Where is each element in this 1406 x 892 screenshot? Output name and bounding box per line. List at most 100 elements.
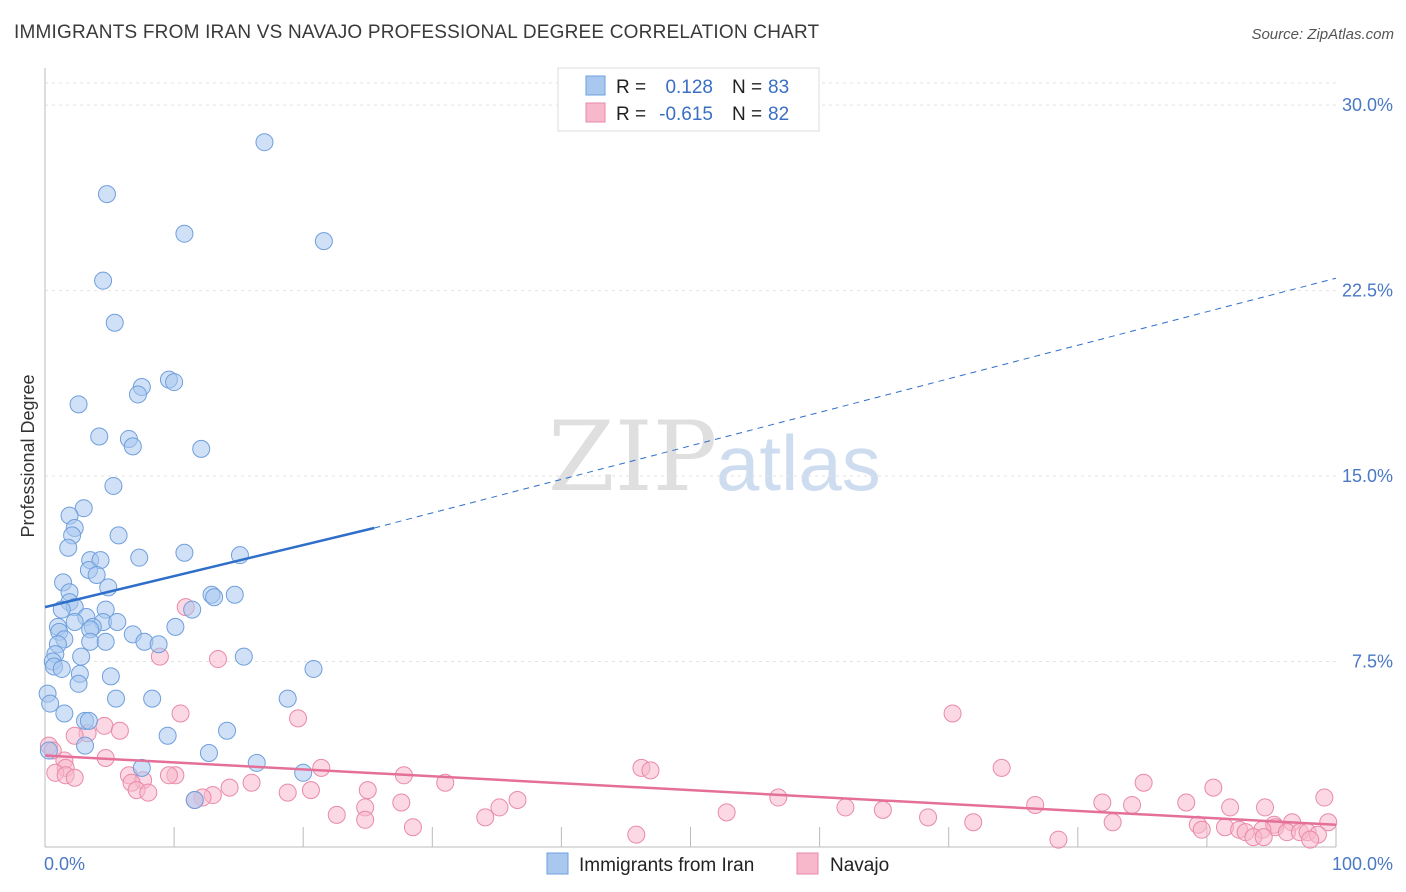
navajo-point — [327, 805, 346, 824]
navajo-point — [1315, 788, 1334, 807]
iran-series — [38, 133, 333, 810]
navajo-point — [1319, 813, 1338, 832]
iran-point — [234, 647, 253, 666]
x-tick-label-min: 0.0% — [44, 854, 85, 874]
navajo-point — [873, 800, 892, 819]
navajo-point — [1103, 813, 1122, 832]
y-tick-label: 7.5% — [1352, 652, 1393, 672]
iran-point — [247, 753, 266, 772]
navajo-point — [919, 808, 938, 827]
iran-point — [149, 635, 168, 654]
iran-point — [199, 744, 218, 763]
chart-title: IMMIGRANTS FROM IRAN VS NAVAJO PROFESSIO… — [14, 22, 820, 43]
iran-trend-extension — [374, 277, 1337, 529]
navajo-point — [490, 798, 509, 817]
stats-legend: R = 0.128 N = 83 R = -0.615 N = 82 — [557, 67, 820, 132]
navajo-point — [301, 781, 320, 800]
iran-point — [76, 736, 95, 755]
y-tick-label: 22.5% — [1342, 281, 1393, 301]
iran-point — [255, 133, 274, 152]
trend-lines — [44, 277, 1337, 826]
navajo-point — [110, 721, 129, 740]
iran-point — [218, 721, 237, 740]
navajo-point — [476, 808, 495, 827]
iran-point — [175, 543, 194, 562]
navajo-point — [392, 793, 411, 812]
navajo-point — [1093, 793, 1112, 812]
y-tick-labels: 7.5% 15.0% 22.5% 30.0% — [1342, 95, 1393, 671]
navajo-point — [1301, 830, 1320, 849]
stats-r-value-iran: 0.128 — [665, 77, 713, 98]
navajo-point — [508, 791, 527, 810]
navajo-point — [943, 704, 962, 723]
navajo-point — [159, 766, 178, 785]
series-legend: Immigrants from Iran Navajo — [546, 852, 889, 876]
navajo-point — [65, 768, 84, 787]
navajo-point — [769, 788, 788, 807]
navajo-point — [1204, 778, 1223, 797]
navajo-point — [278, 783, 297, 802]
watermark-atlas: atlas — [716, 419, 881, 507]
y-axis-label: Professional Degree — [18, 374, 38, 537]
navajo-point — [242, 773, 261, 792]
iran-point — [175, 224, 194, 243]
iran-point — [314, 232, 333, 251]
stats-r-label-iran: R = — [616, 77, 646, 98]
iran-point — [52, 659, 71, 678]
x-tick-label-max: 100.0% — [1332, 854, 1393, 874]
navajo-point — [992, 758, 1011, 777]
x-tick-marks — [173, 827, 1337, 847]
iran-point — [55, 704, 74, 723]
chart-source: Source: ZipAtlas.com — [1251, 26, 1394, 43]
iran-point — [104, 476, 123, 495]
navajo-point — [436, 773, 455, 792]
iran-point — [96, 632, 115, 651]
navajo-point — [289, 709, 308, 728]
navajo-point — [1134, 773, 1153, 792]
grid-lines — [45, 82, 1336, 663]
y-tick-label: 30.0% — [1342, 95, 1393, 115]
navajo-point — [95, 716, 114, 735]
stats-n-value-iran: 83 — [768, 77, 789, 98]
iran-point — [192, 439, 211, 458]
iran-point — [90, 427, 109, 446]
iran-point — [165, 373, 184, 392]
navajo-point — [208, 650, 227, 669]
iran-point — [69, 395, 88, 414]
iran-point — [158, 726, 177, 745]
iran-point — [74, 499, 93, 518]
legend-swatch-navajo — [796, 852, 819, 875]
iran-point — [87, 565, 106, 584]
stats-n-label-navajo: N = — [732, 104, 762, 125]
navajo-point — [1192, 820, 1211, 839]
iran-point — [278, 689, 297, 708]
navajo-point — [312, 758, 331, 777]
navajo-point — [403, 818, 422, 837]
iran-point — [166, 617, 185, 636]
iran-point — [143, 689, 162, 708]
iran-point — [69, 674, 88, 693]
iran-point — [205, 588, 224, 607]
navajo-series — [39, 598, 1338, 849]
iran-point — [81, 632, 100, 651]
iran-point — [109, 526, 128, 545]
iran-point — [294, 763, 313, 782]
iran-point — [97, 185, 116, 204]
navajo-point — [171, 704, 190, 723]
iran-point — [101, 667, 120, 686]
stats-legend-swatch-iran — [585, 75, 606, 96]
iran-point — [185, 791, 204, 810]
iran-point — [94, 271, 113, 290]
iran-point — [108, 612, 127, 631]
stats-r-label-navajo: R = — [616, 104, 646, 125]
stats-n-value-navajo: 82 — [768, 104, 789, 125]
iran-point — [123, 437, 142, 456]
legend-swatch-iran — [546, 852, 569, 875]
navajo-point — [356, 810, 375, 829]
iran-point — [304, 659, 323, 678]
navajo-point — [1254, 828, 1273, 847]
iran-point — [65, 612, 84, 631]
navajo-point — [358, 781, 377, 800]
navajo-point — [1026, 795, 1045, 814]
stats-legend-swatch-navajo — [585, 102, 606, 123]
